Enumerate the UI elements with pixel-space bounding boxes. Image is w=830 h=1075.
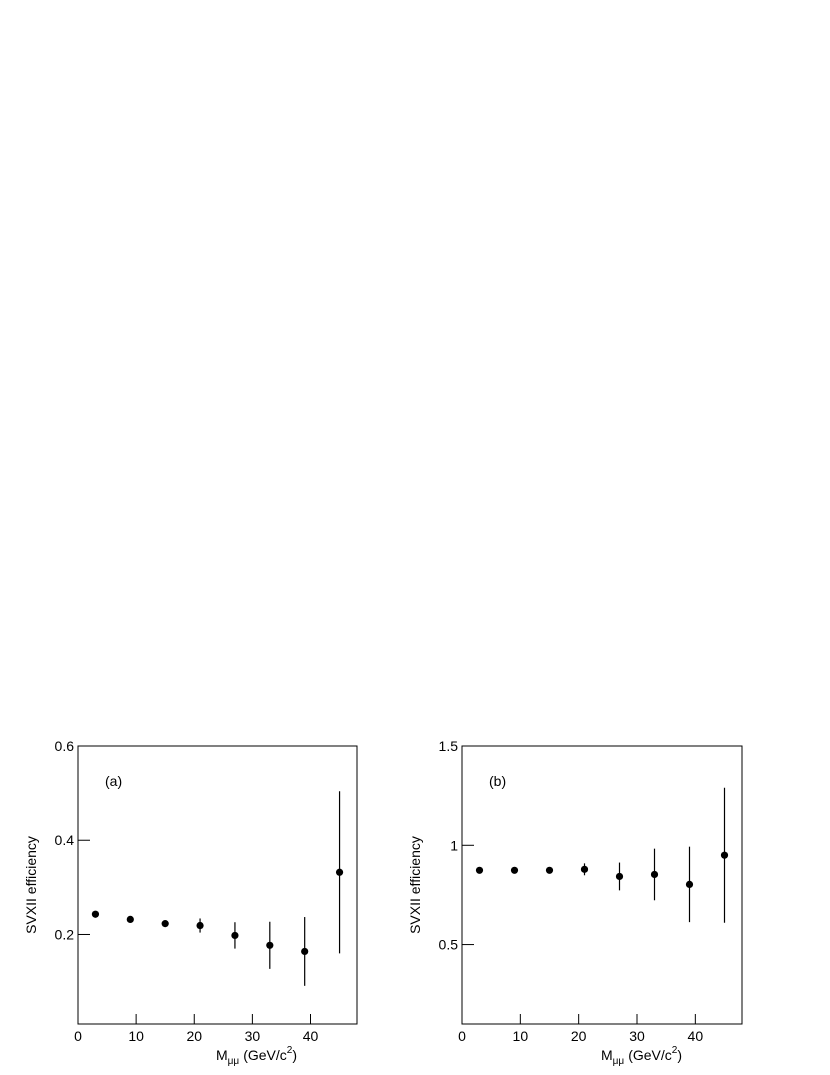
x-label-unit: (GeV/c [243, 1047, 287, 1063]
y-tick-label: 0.2 [55, 926, 75, 942]
y-tick-label: 0.6 [55, 738, 75, 754]
data-point [91, 910, 100, 918]
y-axis-label: SVXII efficiency [407, 836, 423, 934]
x-tick-label: 10 [128, 1028, 144, 1044]
data-point [720, 851, 729, 859]
panel-label: (a) [105, 773, 122, 789]
x-tick-label: 20 [571, 1028, 587, 1044]
y-tick-label: 0.4 [55, 832, 75, 848]
x-tick-label: 30 [629, 1028, 645, 1044]
x-tick-label: 30 [245, 1028, 261, 1044]
plot-frame [77, 745, 358, 1025]
data-point [510, 866, 519, 874]
x-label-sub: μμ [228, 1056, 240, 1067]
data-point [580, 865, 589, 873]
x-tick-label: 0 [74, 1028, 82, 1044]
x-label-sup: 2 [672, 1045, 678, 1056]
data-point [126, 915, 134, 923]
y-axis-label: SVXII efficiency [23, 836, 39, 934]
data-point [545, 866, 554, 874]
x-label-main: M [216, 1047, 228, 1063]
x-label-sub: μμ [613, 1056, 625, 1067]
x-label-main: M [601, 1047, 613, 1063]
x-label-unit: (GeV/c [628, 1047, 672, 1063]
x-tick-label: 20 [186, 1028, 202, 1044]
x-axis-label: Mμμ (GeV/c2) [601, 1045, 682, 1067]
data-point [650, 870, 659, 879]
x-label-close: ) [677, 1047, 682, 1063]
x-tick-label: 10 [513, 1028, 529, 1044]
data-point [615, 872, 624, 881]
data-point [335, 868, 344, 876]
data-point [301, 947, 309, 956]
data-point [231, 931, 239, 940]
data-point [685, 880, 694, 889]
data-point [196, 921, 204, 930]
data-point [161, 920, 169, 928]
panel-label: (b) [489, 773, 506, 789]
data-point [266, 941, 274, 949]
x-tick-label: 40 [303, 1028, 319, 1044]
x-tick-label: 0 [458, 1028, 466, 1044]
x-label-close: ) [292, 1047, 297, 1063]
y-tick-label: 0.5 [439, 937, 459, 953]
data-point [475, 866, 484, 874]
y-tick-label: 1 [450, 837, 458, 853]
x-label-sup: 2 [287, 1045, 293, 1056]
x-axis-label: Mμμ (GeV/c2) [216, 1045, 297, 1067]
x-tick-label: 40 [688, 1028, 704, 1044]
y-tick-label: 1.5 [439, 738, 459, 754]
plot-frame [461, 745, 743, 1025]
